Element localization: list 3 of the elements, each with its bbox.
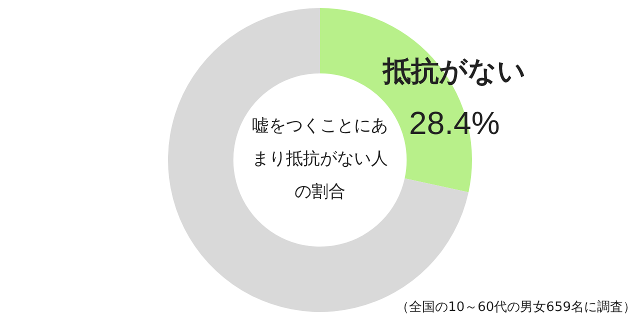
text: 嘘をつくことにあまり抵抗がない人の割合 [251, 115, 389, 204]
slice-label: 抵抗がない [382, 54, 526, 88]
text: （全国の10～60代の男女659名に調査） [396, 299, 636, 316]
